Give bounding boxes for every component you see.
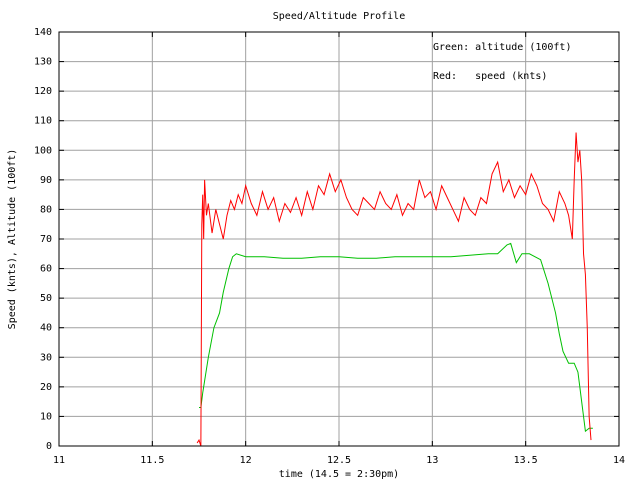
y-tick-label: 0 [46,441,52,452]
x-tick-label: 13.5 [514,455,538,466]
chart-title: Speed/Altitude Profile [273,11,405,22]
y-tick-label: 80 [40,204,52,215]
y-tick-label: 90 [40,175,52,186]
y-tick-label: 30 [40,352,52,363]
x-tick-label: 14 [613,455,625,466]
data-line [199,242,593,433]
data-line [196,132,592,447]
x-tick-label: 12 [240,455,252,466]
y-tick-label: 120 [34,86,52,97]
y-tick-label: 50 [40,293,52,304]
y-tick-label: 20 [40,382,52,393]
plot-area [196,132,593,447]
y-tick-label: 140 [34,27,52,38]
x-tick-label: 11.5 [140,455,164,466]
y-tick-label: 130 [34,57,52,68]
x-tick-label: 13 [426,455,438,466]
y-tick-label: 70 [40,234,52,245]
y-tick-label: 10 [40,411,52,422]
x-tick-label: 11 [53,455,65,466]
y-tick-label: 110 [34,116,52,127]
y-tick-label: 60 [40,264,52,275]
y-tick-label: 100 [34,145,52,156]
y-axis-label: Speed (knts), Altitude (100ft) [7,149,18,330]
legend-entry: Green: altitude (100ft) [433,42,571,53]
y-tick-label: 40 [40,323,52,334]
legend-entry: Red: speed (knts) [433,71,547,82]
x-tick-label: 12.5 [327,455,351,466]
grid [58,31,620,447]
x-axis-label: time (14.5 = 2:30pm) [279,469,399,480]
